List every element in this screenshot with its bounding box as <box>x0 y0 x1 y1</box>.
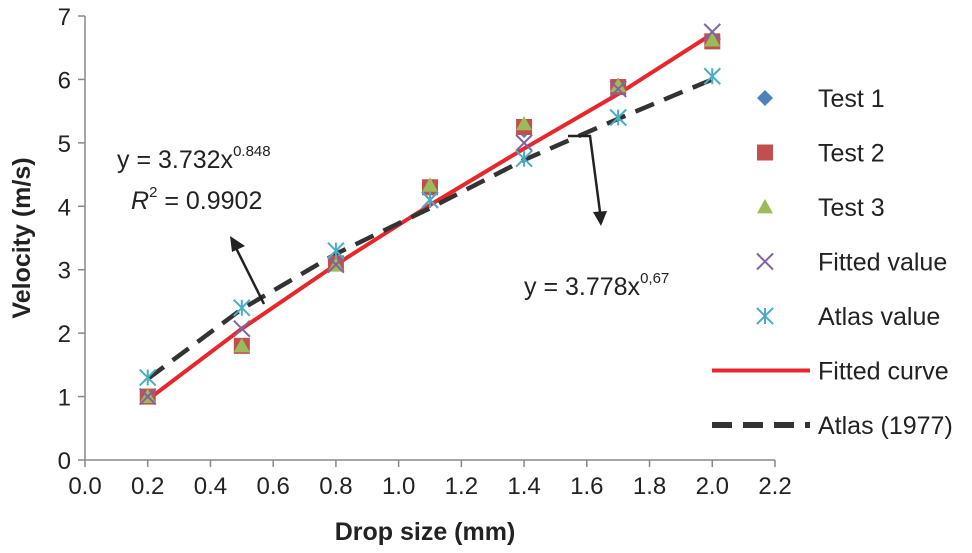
x-tick-label: 1.4 <box>507 473 540 500</box>
legend-label: Fitted curve <box>818 358 949 386</box>
legend-marker-asterisk <box>756 307 774 325</box>
data-points <box>139 23 721 406</box>
x-tick-label: 0.4 <box>194 473 227 500</box>
x-tick-label: 0.0 <box>68 473 101 500</box>
legend-label: Test 2 <box>818 140 885 168</box>
point-x <box>703 23 721 41</box>
point-triangle <box>610 77 627 93</box>
axes: 0.0 0.2 0.4 0.6 0.8 1.0 1.2 1.4 1.6 1.8 2.0 2.2 0 1 2 3… <box>58 4 792 500</box>
legend-label: Atlas value <box>818 303 940 331</box>
y-tick-label: 1 <box>58 385 71 412</box>
legend-marker-x-stroke <box>756 252 774 271</box>
x-tick-label: 1.0 <box>382 473 415 500</box>
arrow-fitted-head <box>230 236 245 252</box>
x-tick-label: 2.0 <box>696 473 729 500</box>
legend-item: Test 2 <box>757 140 885 168</box>
arrow-atlas-shaft <box>568 134 602 213</box>
point-asterisk <box>233 299 251 317</box>
equation-annotations: y = 3.732x0.848 R2 = 0.9902 y = 3.778x0,… <box>117 143 669 301</box>
legend-item: Test 3 <box>757 194 885 222</box>
y-axis-title: Velocity (m/s) <box>8 157 36 318</box>
atlas-equation-base: y = 3.778x <box>524 273 641 301</box>
legend: Test 1 Test 2 Test 3 Fitted value Atlas valu… <box>712 85 953 440</box>
point-asterisk <box>703 67 721 85</box>
point-triangle <box>422 177 438 192</box>
legend-label: Atlas (1977) <box>818 412 953 440</box>
point-x-stroke <box>515 134 533 152</box>
point-x-stroke <box>609 80 627 98</box>
legend-marker-square <box>757 144 773 161</box>
y-tick-label: 2 <box>58 321 71 348</box>
r-squared-symbol: R <box>131 187 149 215</box>
x-axis-title: Drop size (mm) <box>335 518 516 546</box>
x-tick-label: 0.2 <box>131 473 164 500</box>
r-squared: R2 = 0.9902 <box>131 184 262 215</box>
fitted-equation-exponent: 0.848 <box>233 143 271 160</box>
point-asterisk <box>327 241 345 260</box>
point-asterisk <box>139 368 157 387</box>
legend-item: Test 1 <box>757 85 885 113</box>
legend-item: Fitted value <box>756 249 947 277</box>
point-asterisk <box>515 150 533 168</box>
r-squared-value: = 0.9902 <box>157 187 262 215</box>
point-triangle <box>704 32 721 47</box>
legend-item: Atlas value <box>756 303 940 331</box>
curves <box>146 32 714 402</box>
legend-marker-diamond <box>757 90 773 106</box>
point-x <box>139 387 157 406</box>
atlas-equation: y = 3.778x0,67 <box>524 270 669 301</box>
legend-item: Atlas (1977) <box>712 412 953 440</box>
point-asterisk <box>609 108 627 127</box>
point-x <box>233 319 251 338</box>
y-tick-label: 4 <box>58 194 71 221</box>
point-x <box>515 134 533 152</box>
fitted-equation: y = 3.732x0.848 <box>117 143 271 174</box>
y-tick-label: 0 <box>58 448 71 475</box>
legend-marker-x <box>756 252 774 271</box>
point-triangle <box>516 115 533 131</box>
atlas-equation-exponent: 0,67 <box>640 270 669 287</box>
r-squared-exp: 2 <box>149 184 157 201</box>
fitted-equation-base: y = 3.732x <box>117 146 234 174</box>
legend-label: Test 1 <box>818 85 885 113</box>
x-tick-label: 0.6 <box>256 473 289 500</box>
y-tick-label: 6 <box>58 67 71 94</box>
point-asterisk <box>421 191 439 209</box>
point-x-stroke <box>139 387 157 406</box>
legend-item: Fitted curve <box>712 358 949 386</box>
point-triangle <box>233 337 250 353</box>
x-tick-label: 1.6 <box>570 473 603 500</box>
annotation-arrows <box>230 134 607 305</box>
legend-marker-triangle <box>757 199 773 214</box>
arrow-atlas-head <box>593 211 607 226</box>
point-x <box>327 255 345 274</box>
point-x-stroke <box>233 319 251 338</box>
x-tick-label: 1.2 <box>445 473 478 500</box>
point-x-stroke <box>327 255 345 274</box>
y-tick-label: 3 <box>58 258 71 285</box>
x-tick-label: 0.8 <box>319 473 352 500</box>
y-tick-label: 5 <box>58 131 71 158</box>
point-x <box>609 80 627 98</box>
arrow-fitted-shaft <box>234 247 266 305</box>
legend-label: Test 3 <box>818 194 885 222</box>
point-x-stroke <box>703 23 721 41</box>
fitted-curve <box>146 32 714 402</box>
x-tick-label: 1.8 <box>633 473 666 500</box>
legend-label: Fitted value <box>818 249 947 277</box>
y-tick-label: 7 <box>58 4 71 31</box>
x-tick-label: 2.2 <box>758 473 791 500</box>
